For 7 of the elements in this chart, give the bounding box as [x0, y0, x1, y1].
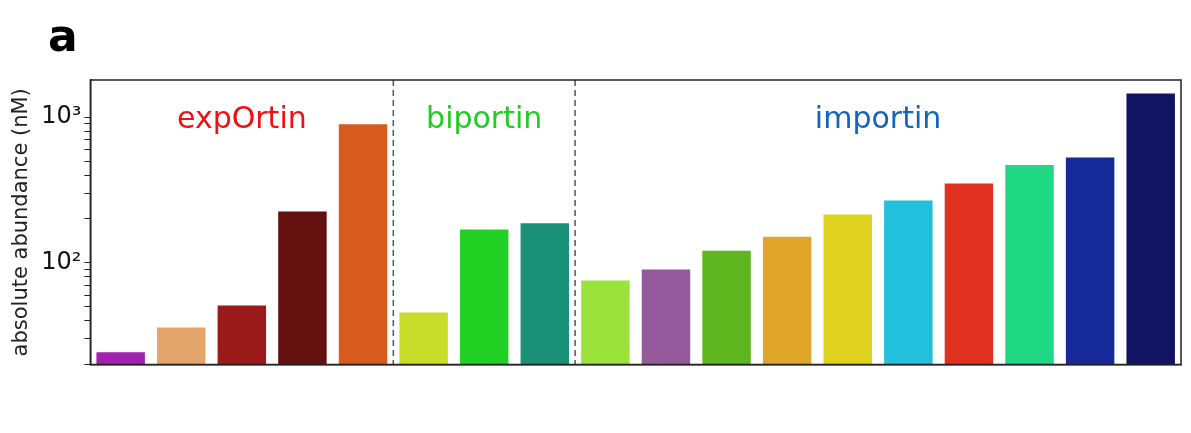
y-tick-label: 10² [41, 247, 82, 276]
text: a [48, 10, 78, 62]
y-tick-label: 10³ [41, 101, 82, 130]
y-axis-title: absolute abundance (nM) [8, 88, 33, 357]
annotation: expOrtin [176, 99, 307, 135]
annotation: biportin [426, 99, 543, 135]
annotation: importin [814, 99, 942, 135]
